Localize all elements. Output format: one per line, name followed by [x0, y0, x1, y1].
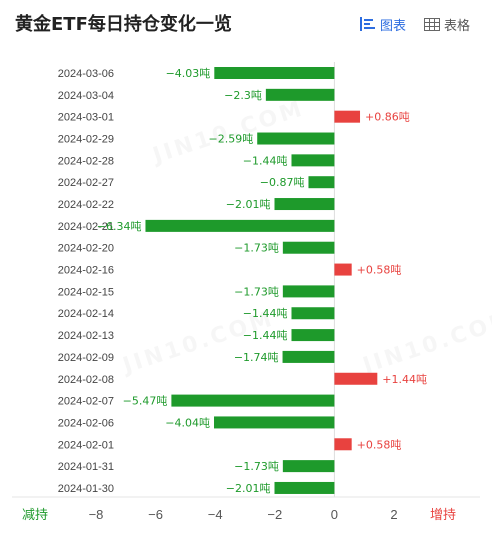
- axis-right-label: 增持: [430, 508, 456, 523]
- data-label: −1.73吨: [234, 460, 279, 473]
- chart-header: 黄金ETF每日持仓变化一览 图表 表格: [0, 0, 492, 44]
- data-label: −6.34吨: [97, 220, 142, 233]
- bar: [265, 88, 335, 101]
- category-label: 2024-03-01: [58, 112, 114, 124]
- data-label: −4.04吨: [165, 416, 210, 429]
- data-label: −1.44吨: [243, 307, 288, 320]
- bar: [291, 329, 335, 342]
- category-label: 2024-02-27: [58, 177, 114, 189]
- data-label: +1.44吨: [382, 373, 427, 386]
- data-label: −2.01吨: [226, 482, 271, 495]
- bar: [282, 285, 335, 298]
- category-label: 2024-02-13: [58, 330, 114, 342]
- category-label: 2024-02-16: [58, 265, 114, 277]
- x-tick-label: −8: [89, 507, 104, 522]
- data-label: −2.3吨: [224, 89, 262, 102]
- x-tick-label: 0: [331, 507, 338, 522]
- category-label: 2024-02-21: [58, 221, 114, 233]
- bar: [282, 350, 335, 363]
- tab-chart-label: 图表: [380, 18, 407, 34]
- bar: [274, 198, 335, 211]
- x-tick-label: 2: [390, 507, 397, 522]
- bar: [257, 132, 335, 145]
- bar: [145, 219, 335, 232]
- bar: [334, 110, 361, 123]
- category-label: 2024-03-04: [58, 90, 114, 102]
- category-label: 2024-02-29: [58, 134, 114, 146]
- category-label: 2024-02-08: [58, 374, 114, 386]
- x-tick-label: −6: [148, 507, 163, 522]
- x-tick-label: −2: [267, 507, 282, 522]
- bar: [282, 241, 335, 254]
- data-label: +0.58吨: [357, 438, 402, 451]
- data-label: −4.03吨: [166, 67, 211, 80]
- category-label: 2024-02-07: [58, 396, 114, 408]
- data-label: −1.44吨: [243, 329, 288, 342]
- page-title: 黄金ETF每日持仓变化一览: [15, 14, 232, 35]
- category-label: 2024-02-15: [58, 286, 114, 298]
- category-label: 2024-02-01: [58, 439, 114, 451]
- category-label: 2024-03-06: [58, 68, 114, 80]
- bar-chart-icon: [360, 17, 375, 31]
- data-label: +0.86吨: [365, 111, 410, 124]
- category-label: 2024-02-06: [58, 417, 114, 429]
- data-label: +0.58吨: [357, 264, 402, 277]
- bar: [334, 372, 378, 385]
- category-label: 2024-02-22: [58, 199, 114, 211]
- category-label: 2024-01-31: [58, 461, 114, 473]
- data-label: −0.87吨: [260, 176, 305, 189]
- bar: [334, 438, 352, 451]
- data-label: −2.01吨: [226, 198, 271, 211]
- bar: [214, 67, 335, 79]
- category-label: 2024-02-09: [58, 352, 114, 364]
- data-label: −1.73吨: [234, 285, 279, 298]
- bar: [291, 154, 335, 167]
- axis-left-label: 减持: [22, 508, 48, 523]
- data-label: −1.73吨: [234, 242, 279, 255]
- table-icon: [424, 17, 440, 31]
- x-tick-label: −4: [208, 507, 223, 522]
- data-label: −5.47吨: [123, 395, 168, 408]
- bar: [282, 460, 335, 473]
- bar: [274, 481, 335, 494]
- tab-chart[interactable]: 图表: [360, 14, 406, 34]
- category-label: 2024-02-14: [58, 308, 114, 320]
- category-label: 2024-01-30: [58, 483, 114, 495]
- bar: [334, 263, 352, 276]
- data-label: −1.44吨: [243, 154, 288, 167]
- data-label: −2.59吨: [208, 133, 253, 146]
- tab-table[interactable]: 表格: [424, 14, 470, 34]
- category-label: 2024-02-28: [58, 155, 114, 167]
- bar: [291, 307, 335, 320]
- category-label: 2024-02-20: [58, 243, 114, 255]
- data-label: −1.74吨: [234, 351, 279, 364]
- tab-table-label: 表格: [444, 18, 471, 34]
- bar: [214, 416, 335, 429]
- bar: [171, 394, 335, 407]
- bar: [308, 176, 335, 189]
